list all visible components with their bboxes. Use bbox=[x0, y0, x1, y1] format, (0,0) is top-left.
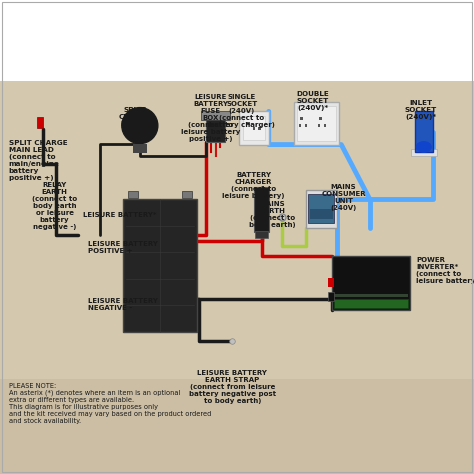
Text: LEISURE BATTERY
EARTH STRAP
(connect from leisure
battery negative post
to body : LEISURE BATTERY EARTH STRAP (connect fro… bbox=[189, 370, 276, 404]
Bar bbox=[258, 127, 261, 130]
Bar bbox=[239, 111, 269, 145]
Text: LEISURE
BATTERY
FUSE
BOX
(connect to
leisure battery
positive +): LEISURE BATTERY FUSE BOX (connect to lei… bbox=[181, 94, 241, 142]
Bar bbox=[306, 190, 337, 228]
Bar bbox=[334, 299, 408, 308]
Bar bbox=[297, 106, 336, 141]
Text: RELAY
EARTH
(connect to
body earth
or leisure
battery
negative -): RELAY EARTH (connect to body earth or le… bbox=[32, 182, 77, 230]
Text: LEISURE BATTERY*: LEISURE BATTERY* bbox=[83, 212, 156, 219]
Bar bbox=[254, 187, 269, 232]
Bar bbox=[201, 111, 230, 120]
Bar bbox=[128, 191, 138, 198]
Ellipse shape bbox=[416, 141, 432, 153]
Bar bbox=[310, 209, 333, 219]
Bar bbox=[294, 102, 339, 145]
Bar bbox=[243, 116, 265, 140]
Text: MAINS
EARTH
(connect to
body earth): MAINS EARTH (connect to body earth) bbox=[249, 201, 296, 228]
Bar bbox=[319, 118, 322, 120]
Text: PLEASE NOTE:
An asterix (*) denotes where an item is an optional
extra or differ: PLEASE NOTE: An asterix (*) denotes wher… bbox=[9, 383, 211, 425]
Text: SPLIT
CHARGE
RELAY*: SPLIT CHARGE RELAY* bbox=[118, 107, 152, 127]
Bar bbox=[318, 124, 320, 127]
Bar bbox=[133, 144, 147, 153]
Bar bbox=[123, 199, 197, 332]
Text: BATTERY
CHARGER
(connect to
leisure battery): BATTERY CHARGER (connect to leisure batt… bbox=[222, 172, 285, 199]
Text: LEISURE BATTERY
NEGATIVE -: LEISURE BATTERY NEGATIVE - bbox=[88, 298, 157, 310]
Text: MAINS
CONSUMER
UNIT
(240V): MAINS CONSUMER UNIT (240V) bbox=[321, 184, 366, 211]
Bar bbox=[305, 124, 307, 127]
Bar bbox=[0, 379, 474, 474]
Bar bbox=[0, 0, 474, 81]
Bar bbox=[328, 292, 334, 301]
Bar bbox=[332, 256, 410, 310]
Bar bbox=[334, 294, 408, 297]
Text: SINGLE
SOCKET
(240V)
(connect to
battery charger): SINGLE SOCKET (240V) (connect to battery… bbox=[209, 94, 274, 128]
Bar bbox=[299, 124, 301, 127]
Bar bbox=[182, 191, 192, 198]
Bar bbox=[246, 122, 250, 125]
Text: INLET
SOCKET
(240V)*: INLET SOCKET (240V)* bbox=[405, 100, 437, 119]
Bar bbox=[415, 111, 433, 152]
Bar bbox=[37, 117, 43, 128]
Bar bbox=[206, 116, 225, 142]
Bar bbox=[324, 124, 326, 127]
Bar bbox=[308, 194, 334, 223]
Circle shape bbox=[122, 108, 158, 144]
Bar bbox=[411, 149, 437, 156]
Text: POWER
INVERTER*
(connect to
leisure battery): POWER INVERTER* (connect to leisure batt… bbox=[416, 257, 474, 284]
Bar bbox=[328, 278, 334, 287]
Text: SPLIT CHARGE
MAIN LEAD
(connect to
main/engine
battery
positive +): SPLIT CHARGE MAIN LEAD (connect to main/… bbox=[9, 140, 67, 181]
Text: LEISURE BATTERY
POSITIVE +: LEISURE BATTERY POSITIVE + bbox=[88, 241, 157, 254]
Bar bbox=[255, 231, 268, 238]
Bar bbox=[300, 118, 303, 120]
Text: DOUBLE
SOCKET
(240V)*: DOUBLE SOCKET (240V)* bbox=[296, 91, 329, 111]
Bar bbox=[253, 127, 255, 130]
